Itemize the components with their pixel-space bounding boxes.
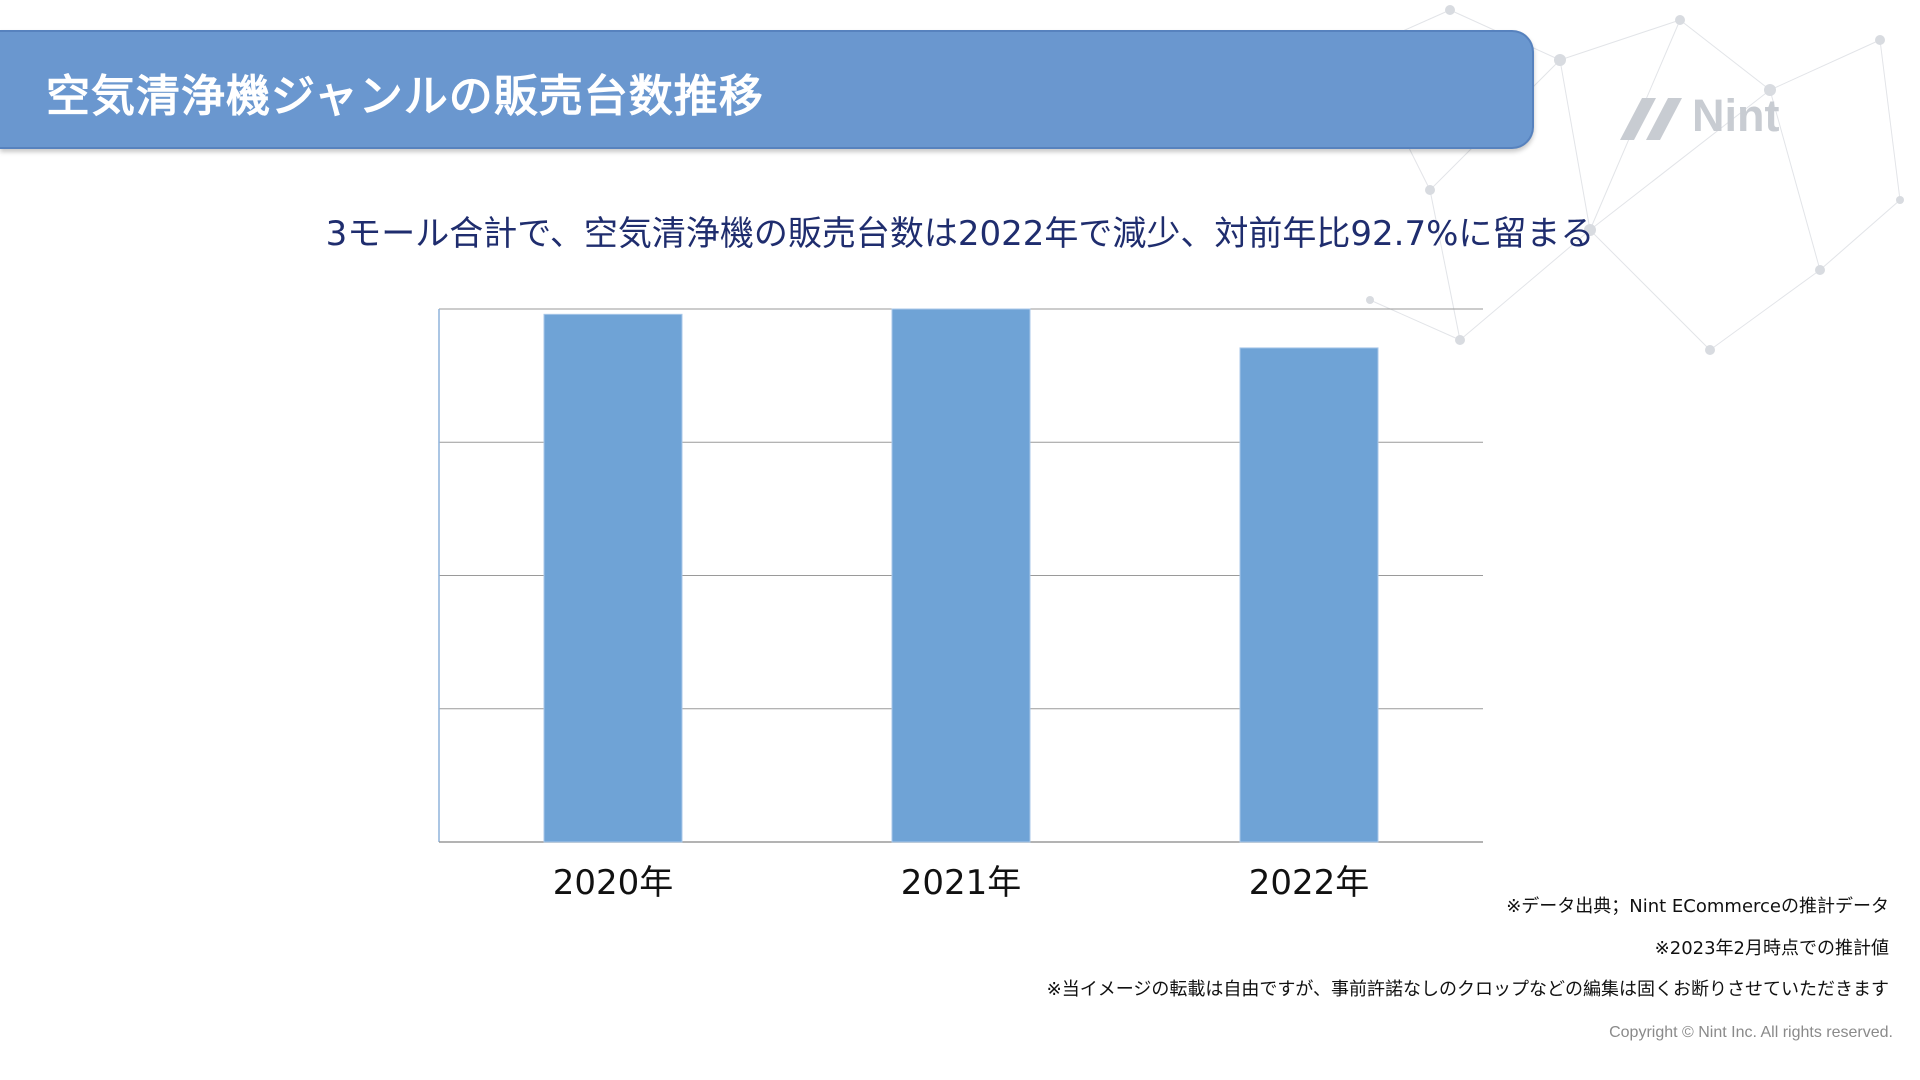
footnote-reuse-policy: ※当イメージの転載は自由ですが、事前許諾なしのクロップなどの編集は固くお断りさせ… — [1046, 979, 1889, 1000]
x-tick-label: 2021年 — [901, 863, 1022, 903]
x-tick-label: 2020年 — [553, 863, 674, 903]
x-tick-label: 2022年 — [1249, 863, 1370, 903]
chart-subtitle: 3モール合計で、空気清浄機の販売台数は2022年で減少、対前年比92.7%に留ま… — [325, 214, 1595, 254]
nint-logo-text: Nint — [1692, 90, 1780, 141]
nint-logo-icon — [1620, 98, 1682, 140]
copyright-notice: Copyright © Nint Inc. All rights reserve… — [1609, 1024, 1893, 1041]
title-banner: 空気清浄機ジャンルの販売台数推移 — [0, 30, 1534, 149]
bar-1 — [891, 308, 1031, 843]
footnote-date: ※2023年2月時点での推計値 — [1654, 938, 1889, 959]
page-title: 空気清浄機ジャンルの販売台数推移 — [46, 71, 764, 122]
bar-0 — [543, 313, 683, 843]
bar-2 — [1239, 347, 1379, 843]
footnote-source: ※データ出典；Nint ECommerceの推計データ — [1506, 896, 1889, 917]
